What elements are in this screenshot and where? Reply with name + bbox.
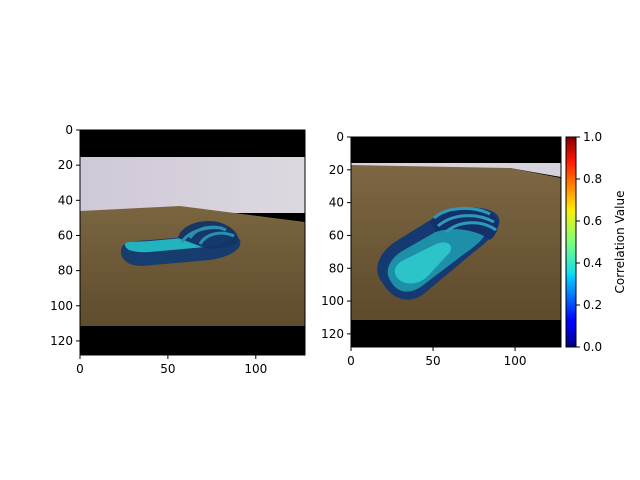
left-x-tick-label-50: 50 (160, 362, 175, 376)
colorbar-tick-label-0.6: 0.6 (583, 214, 602, 228)
right-y-tick-label-20: 20 (329, 163, 344, 177)
right-y-tick-label-0: 0 (336, 130, 344, 144)
left-y-tick-label-100: 100 (50, 299, 73, 313)
left-y-tick-label-0: 0 (65, 123, 73, 137)
colorbar-gradient (566, 137, 576, 347)
left-y-tick-label-40: 40 (58, 193, 73, 207)
colorbar-tick-label-0.2: 0.2 (583, 298, 602, 312)
right-y-tick-label-100: 100 (321, 294, 344, 308)
left-y-tick-label-80: 80 (58, 264, 73, 278)
colorbar (565, 136, 577, 348)
left-y-tick-label-20: 20 (58, 158, 73, 172)
left-sandal (120, 220, 241, 266)
right-axes-frame (350, 136, 562, 348)
right-y-tick-label-120: 120 (321, 327, 344, 341)
left-wall (80, 157, 305, 213)
colorbar-tick-label-0.4: 0.4 (583, 256, 602, 270)
right-y-tick-label-80: 80 (329, 261, 344, 275)
right-y-tick-label-40: 40 (329, 196, 344, 210)
colorbar-tick-label-0.8: 0.8 (583, 172, 602, 186)
right-x-tick-label-50: 50 (425, 354, 440, 368)
right-sandal (377, 207, 500, 300)
left-y-tick-label-120: 120 (50, 334, 73, 348)
colorbar-tick-label-0.0: 0.0 (583, 340, 602, 354)
left-axes-frame (79, 129, 306, 356)
colorbar-frame (565, 136, 577, 348)
left-image-panel (80, 130, 305, 355)
left-floor (80, 206, 305, 326)
right-y-tick-label-60: 60 (329, 228, 344, 242)
left-y-tick-label-60: 60 (58, 228, 73, 242)
right-x-tick-label-100: 100 (504, 354, 527, 368)
right-image-panel (351, 137, 561, 347)
left-x-tick-label-100: 100 (244, 362, 267, 376)
colorbar-label: Correlation Value (613, 191, 627, 294)
left-x-tick-label-0: 0 (76, 362, 84, 376)
right-x-tick-label-0: 0 (347, 354, 355, 368)
colorbar-tick-label-1.0: 1.0 (583, 130, 602, 144)
